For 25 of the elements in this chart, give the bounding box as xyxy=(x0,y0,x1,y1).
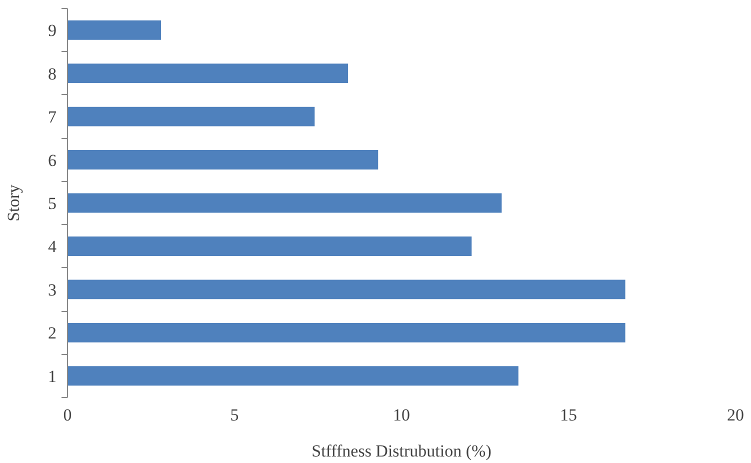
x-tick-label: 20 xyxy=(727,406,744,424)
bar xyxy=(68,106,315,126)
y-tick-label: 3 xyxy=(48,280,56,300)
y-tick-label: 7 xyxy=(48,108,57,127)
x-axis-title: Stfffness Distrubution (%) xyxy=(312,442,492,460)
bar xyxy=(68,280,626,300)
y-tick-label: 8 xyxy=(48,64,56,84)
y-tick-label: 5 xyxy=(48,194,56,213)
bar xyxy=(68,366,518,386)
x-tick-label: 10 xyxy=(393,406,410,424)
y-tick-label: 4 xyxy=(48,237,57,256)
bar xyxy=(68,20,162,40)
bar xyxy=(68,236,472,256)
bar xyxy=(68,64,348,84)
x-tick-label: 5 xyxy=(230,406,239,424)
y-tick-label: 9 xyxy=(48,21,56,40)
y-tick-label: 1 xyxy=(48,366,56,386)
y-tick-label: 2 xyxy=(48,324,56,343)
bar xyxy=(68,322,626,342)
bar xyxy=(68,150,378,170)
bar xyxy=(68,193,502,213)
x-tick-label: 15 xyxy=(560,406,577,424)
y-axis-title: Story xyxy=(4,184,23,222)
x-tick-label: 0 xyxy=(63,406,72,424)
y-tick-label: 6 xyxy=(48,150,56,170)
